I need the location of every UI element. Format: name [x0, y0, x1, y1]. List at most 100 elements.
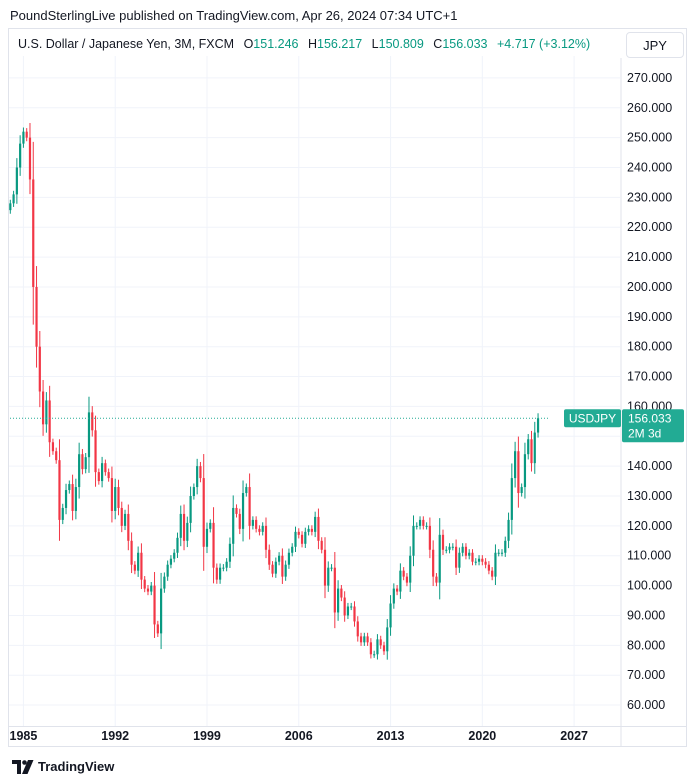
- candle-body: [41, 391, 45, 425]
- candle-body: [500, 552, 504, 554]
- candle-body: [143, 579, 146, 589]
- symbol-tag-bg: [564, 409, 621, 428]
- candle-body: [373, 654, 376, 656]
- candle-body: [225, 561, 228, 568]
- candle-body: [156, 624, 159, 634]
- candle-body: [304, 531, 307, 544]
- candle-body: [337, 588, 340, 613]
- candle-body: [107, 472, 110, 479]
- candle-body: [435, 576, 438, 583]
- candle-body: [359, 636, 363, 643]
- symbol-legend: U.S. Dollar / Japanese Yen, 3M, FXCM O 15…: [18, 37, 590, 51]
- candle-body: [320, 540, 323, 550]
- candle-body: [412, 525, 415, 556]
- price-tick-label: 230.000: [627, 190, 672, 204]
- candle-body: [25, 131, 28, 138]
- candle-body: [209, 522, 212, 529]
- candle-body: [346, 606, 350, 616]
- candle-body: [464, 546, 468, 556]
- candle-body: [425, 525, 428, 527]
- time-axis[interactable]: 1985 1992 1999 2006 2013 2020 2027: [10, 729, 589, 743]
- candle-body: [461, 546, 464, 553]
- candle-body: [245, 487, 248, 494]
- candle-body: [251, 519, 254, 526]
- candle-body: [297, 531, 300, 535]
- tradingview-logo-text: TradingView: [38, 759, 115, 774]
- high-value: 156.217: [317, 37, 363, 51]
- symbol-title[interactable]: U.S. Dollar / Japanese Yen, 3M, FXCM: [18, 37, 235, 51]
- candle-body: [382, 645, 386, 652]
- candle-body: [173, 552, 176, 559]
- candle-body: [418, 519, 422, 526]
- time-tick-label: 1985: [10, 729, 38, 743]
- price-tick-label: 220.000: [627, 220, 672, 234]
- candle-body: [94, 430, 97, 473]
- candle-body: [284, 564, 287, 577]
- candle-body: [127, 513, 130, 541]
- low-label: L: [371, 37, 379, 51]
- candle-body: [366, 636, 369, 643]
- candle-body: [451, 546, 454, 548]
- candle-body: [15, 167, 18, 195]
- price-tick-label: 210.000: [627, 250, 672, 264]
- candle-body: [137, 552, 140, 571]
- price-tick-label: 180.000: [627, 340, 672, 354]
- candle-body: [91, 412, 94, 431]
- candle-body: [78, 454, 81, 488]
- candle-body: [287, 552, 291, 565]
- candle-body: [409, 555, 412, 583]
- candle-body: [117, 487, 120, 508]
- candle-body: [179, 513, 182, 538]
- candle-body: [491, 570, 494, 577]
- candle-body: [97, 472, 100, 482]
- candle-body: [487, 564, 490, 571]
- candle-body: [169, 558, 173, 565]
- price-tag: USDJPY 156.033 2M 3d: [10, 409, 684, 443]
- candle-body: [474, 561, 477, 563]
- candle-body: [396, 588, 399, 592]
- candle-body: [300, 534, 304, 544]
- currency-button[interactable]: JPY: [626, 32, 684, 58]
- candle-body: [517, 451, 520, 494]
- time-tick-label: 2027: [560, 729, 588, 743]
- candle-body: [196, 466, 199, 488]
- candle-body: [32, 179, 35, 287]
- publisher-line: PoundSterlingLive published on TradingVi…: [10, 8, 458, 23]
- price-axis[interactable]: 60.000 70.000 80.000 90.000 100.000 110.000 12…: [627, 71, 672, 712]
- candle-body: [22, 131, 25, 144]
- candle-body: [310, 528, 313, 532]
- candle-body: [71, 484, 74, 511]
- candle-body: [28, 137, 32, 180]
- open-label: O: [243, 37, 254, 51]
- candle-body: [74, 487, 77, 511]
- candle-body: [497, 552, 500, 554]
- price-tick-label: 90.000: [627, 608, 665, 622]
- candle-body: [110, 478, 114, 511]
- candle-body: [343, 597, 346, 616]
- candle-body: [228, 543, 232, 562]
- candle-body: [369, 642, 372, 655]
- candle-body: [317, 516, 320, 541]
- candle-body: [48, 400, 51, 443]
- price-tick-label: 170.000: [627, 370, 672, 384]
- candle-body: [61, 507, 64, 520]
- tradingview-logo[interactable]: TradingView: [12, 759, 114, 774]
- close-value: 156.033: [442, 37, 488, 51]
- candle-body: [379, 639, 382, 646]
- price-tick-label: 70.000: [627, 668, 665, 682]
- candle-body: [333, 567, 336, 613]
- candle-body: [533, 432, 536, 464]
- candle-body: [255, 519, 258, 529]
- price-tick-label: 240.000: [627, 161, 672, 175]
- candle-body: [205, 528, 209, 547]
- price-tick-label: 190.000: [627, 310, 672, 324]
- price-tick-label: 120.000: [627, 519, 672, 533]
- candles: [9, 123, 540, 660]
- candle-body: [264, 525, 268, 550]
- price-tick-label: 80.000: [627, 638, 665, 652]
- time-tick-label: 2006: [285, 729, 313, 743]
- candle-body: [281, 555, 284, 577]
- candle-body: [438, 534, 441, 583]
- candle-body: [402, 570, 405, 577]
